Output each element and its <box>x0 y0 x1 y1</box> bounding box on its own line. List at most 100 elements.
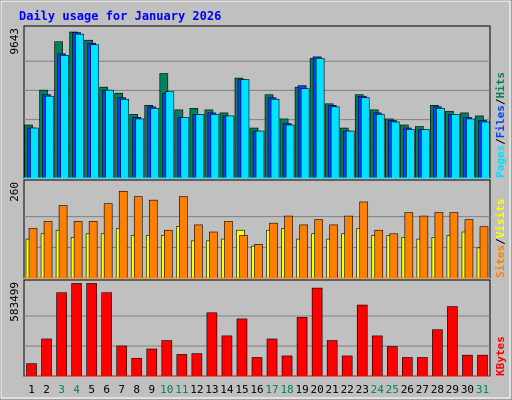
x-tick-label-day-15: 15 <box>235 383 248 396</box>
bar-kbytes-day-13 <box>206 312 218 377</box>
bar-kbytes-day-5 <box>86 283 97 377</box>
bar-kbytes-day-31 <box>477 354 488 377</box>
y-label-separator: / <box>494 98 507 105</box>
x-tick-label-day-27: 27 <box>416 383 429 396</box>
bar-kbytes-day-16 <box>251 357 263 377</box>
bar-pages-day-29 <box>451 114 460 179</box>
bar-sites-day-20 <box>314 219 323 279</box>
bar-kbytes-day-19 <box>296 317 308 377</box>
bar-sites-day-3 <box>58 205 68 279</box>
x-tick-label-day-17: 17 <box>265 383 278 396</box>
bar-kbytes-day-7 <box>116 345 128 377</box>
bar-sites-day-29 <box>449 212 459 279</box>
panel-kbytes: 583499 KBytes <box>8 279 507 377</box>
bar-sites-day-2 <box>43 221 53 279</box>
bar-sites-day-24 <box>374 229 384 279</box>
bar-kbytes-day-17 <box>266 338 278 377</box>
x-tick-label-day-14: 14 <box>220 383 234 396</box>
x-tick-label-day-29: 29 <box>446 383 459 396</box>
bar-kbytes-day-4 <box>71 283 82 377</box>
y-max-label: 583499 <box>8 282 21 322</box>
bar-pages-day-28 <box>436 108 445 179</box>
y-axis-label: Sites/Visits <box>494 199 507 279</box>
bar-pages-day-3 <box>60 55 69 179</box>
bar-kbytes-day-8 <box>131 357 143 377</box>
x-tick-label-day-24: 24 <box>371 383 385 396</box>
y-label-part: Files <box>494 105 507 138</box>
bar-sites-day-1 <box>28 228 38 279</box>
bar-kbytes-day-30 <box>462 354 473 377</box>
x-tick-label-day-18: 18 <box>280 383 293 396</box>
bar-kbytes-day-29 <box>447 306 458 377</box>
x-tick-label-day-23: 23 <box>356 383 369 396</box>
bar-pages-day-6 <box>105 89 114 179</box>
bar-pages-day-31 <box>481 121 490 179</box>
bar-pages-day-24 <box>375 114 385 179</box>
bar-pages-day-5 <box>90 44 99 179</box>
bar-sites-day-16 <box>254 244 263 279</box>
x-tick-label-day-6: 6 <box>103 383 110 396</box>
x-tick-label-day-4: 4 <box>73 383 80 396</box>
x-tick-label-day-26: 26 <box>401 383 414 396</box>
y-max-label: 260 <box>8 182 21 202</box>
bar-kbytes-day-10 <box>161 340 173 377</box>
bar-sites-day-25 <box>389 233 399 279</box>
bar-pages-day-22 <box>345 130 355 179</box>
bar-kbytes-day-3 <box>56 292 67 377</box>
bar-kbytes-day-2 <box>41 338 52 377</box>
x-tick-label-day-13: 13 <box>205 383 218 396</box>
bar-pages-day-17 <box>270 98 280 179</box>
x-tick-label-day-12: 12 <box>190 383 203 396</box>
y-label-part: Visits <box>494 199 507 239</box>
bar-sites-day-13 <box>209 231 218 279</box>
bar-pages-day-26 <box>406 129 415 179</box>
bar-pages-day-21 <box>330 106 340 179</box>
bar-kbytes-day-26 <box>402 357 413 377</box>
bar-pages-day-30 <box>466 118 475 179</box>
x-tick-label-day-9: 9 <box>148 383 155 396</box>
y-label-part: Pages <box>494 145 507 178</box>
bar-sites-day-8 <box>133 196 143 279</box>
x-tick-label-day-7: 7 <box>118 383 125 396</box>
bar-kbytes-day-22 <box>341 355 353 377</box>
bar-sites-day-10 <box>164 229 173 279</box>
x-tick-label-day-8: 8 <box>133 383 140 396</box>
bar-pages-day-27 <box>421 129 430 179</box>
x-tick-label-day-10: 10 <box>160 383 173 396</box>
bar-kbytes-day-28 <box>432 329 443 377</box>
bar-sites-day-14 <box>224 221 233 279</box>
bar-pages-day-18 <box>285 124 295 179</box>
y-label-part: Sites <box>494 245 507 278</box>
bar-sites-day-9 <box>148 199 158 279</box>
bar-pages-day-19 <box>300 88 310 179</box>
bar-pages-day-23 <box>360 97 370 179</box>
bar-sites-day-7 <box>118 191 128 279</box>
bar-sites-day-11 <box>179 196 188 279</box>
x-tick-label-day-1: 1 <box>28 383 35 396</box>
bar-pages-day-8 <box>135 118 145 179</box>
x-tick-label-day-16: 16 <box>250 383 263 396</box>
y-axis-label: KBytes <box>494 336 507 376</box>
bar-kbytes-day-27 <box>417 357 428 377</box>
bar-kbytes-day-11 <box>176 354 188 377</box>
x-tick-label-day-11: 11 <box>175 383 188 396</box>
bar-kbytes-day-18 <box>281 355 293 377</box>
y-label-separator: / <box>494 138 507 145</box>
bar-pages-day-4 <box>75 33 84 179</box>
x-tick-label-day-19: 19 <box>295 383 308 396</box>
bar-pages-day-2 <box>45 95 54 179</box>
x-tick-label-day-3: 3 <box>58 383 65 396</box>
y-label-separator: / <box>494 238 507 245</box>
bar-kbytes-day-20 <box>311 287 323 377</box>
x-tick-label-day-22: 22 <box>341 383 354 396</box>
x-tick-label-day-5: 5 <box>88 383 95 396</box>
bar-pages-day-16 <box>255 130 265 179</box>
bar-pages-day-7 <box>120 98 130 179</box>
bar-pages-day-14 <box>225 115 235 179</box>
bar-kbytes-day-24 <box>371 335 383 377</box>
bar-sites-day-23 <box>359 201 369 279</box>
panel-visits-sites: 260 Sites/Visits <box>8 179 507 279</box>
y-label-part: Hits <box>494 72 507 99</box>
